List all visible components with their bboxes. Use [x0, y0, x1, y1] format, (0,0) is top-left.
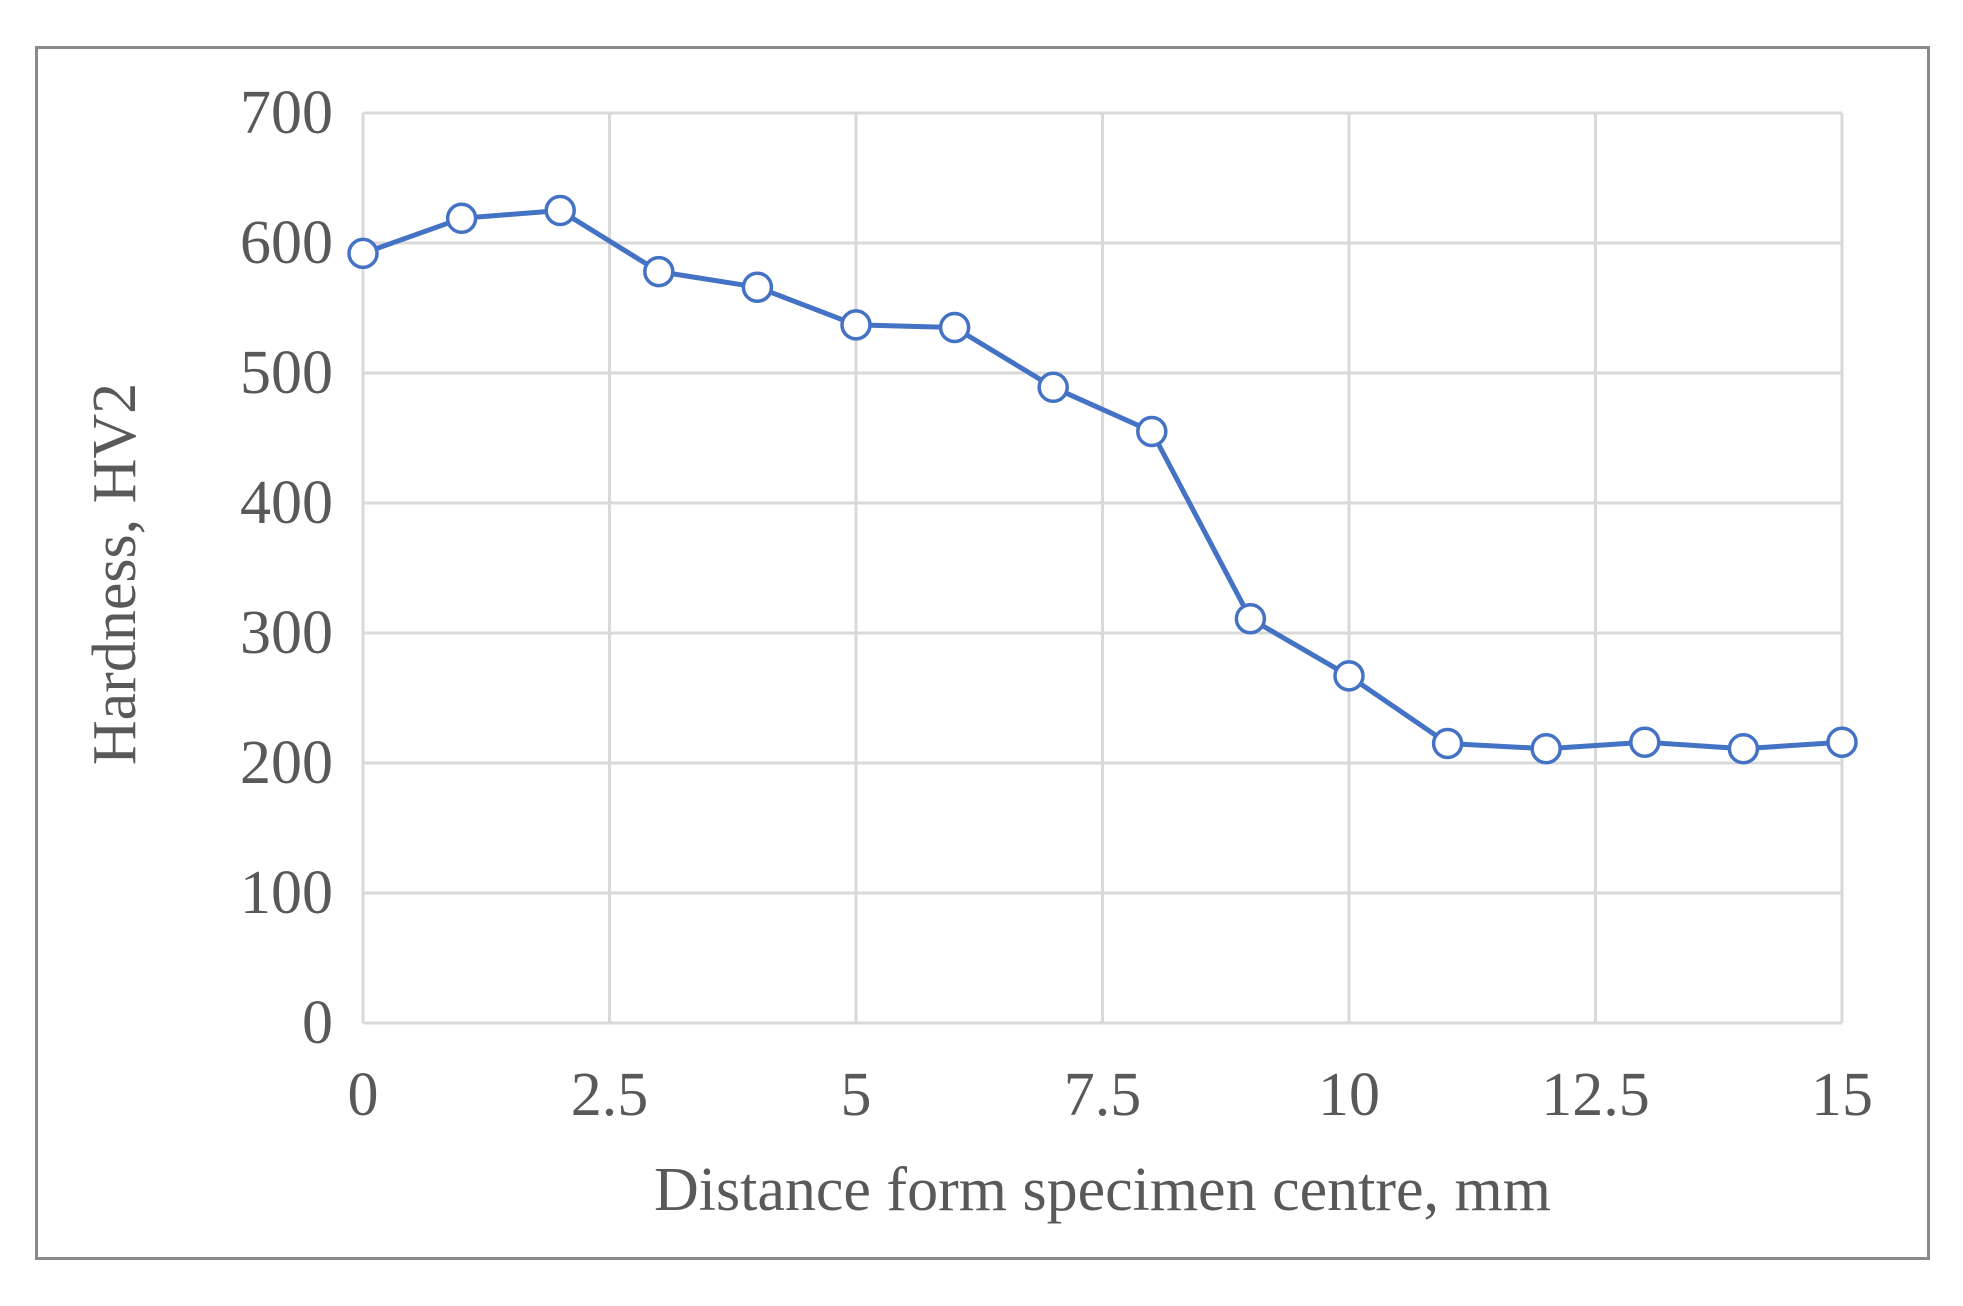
x-tick-label: 15	[1811, 1061, 1873, 1129]
grid-lines	[363, 111, 1844, 1023]
x-axis-title: Distance form specimen centre, mm	[654, 1156, 1551, 1224]
x-tick-label: 7.5	[1064, 1061, 1142, 1129]
y-tick-label: 700	[240, 79, 333, 147]
y-tick-label: 100	[240, 859, 333, 927]
x-tick-label: 2.5	[571, 1061, 649, 1129]
y-tick-label: 600	[240, 209, 333, 277]
y-tick-label: 300	[240, 599, 333, 667]
data-point	[938, 311, 971, 344]
y-tick-label: 500	[240, 339, 333, 407]
data-point	[1530, 732, 1562, 765]
x-tick-labels: 0 2.5 5 7.5 10 12.5 15	[348, 1061, 1874, 1129]
y-tick-label: 200	[240, 729, 333, 797]
y-axis-title: Hardness, HV2	[81, 383, 149, 765]
data-point	[1037, 371, 1069, 404]
series-line	[362, 208, 1843, 752]
data-point	[445, 202, 478, 235]
x-tick-label: 5	[841, 1061, 872, 1129]
data-point	[1136, 415, 1168, 448]
data-point	[1431, 727, 1464, 760]
chart-frame: 0 100 200 300 400 500 600 700 0 2.5 5 7.5 10 12.5 15 …	[35, 46, 1930, 1260]
x-tick-label: 12.5	[1541, 1061, 1650, 1129]
y-tick-label: 0	[302, 989, 333, 1057]
y-tick-labels: 0 100 200 300 400 500 600 700	[240, 79, 333, 1057]
data-point	[1629, 726, 1661, 758]
data-point	[1234, 602, 1267, 635]
x-tick-label: 0	[348, 1061, 379, 1129]
data-point	[1727, 732, 1760, 765]
data-point	[544, 194, 576, 227]
x-tick-label: 10	[1318, 1061, 1380, 1129]
data-point	[643, 255, 675, 288]
data-point	[741, 271, 774, 303]
data-point	[840, 309, 872, 341]
series-group	[347, 194, 1858, 765]
y-tick-label: 400	[240, 469, 333, 537]
data-point	[1333, 660, 1365, 692]
data-point	[347, 237, 379, 270]
data-point	[1826, 726, 1858, 758]
